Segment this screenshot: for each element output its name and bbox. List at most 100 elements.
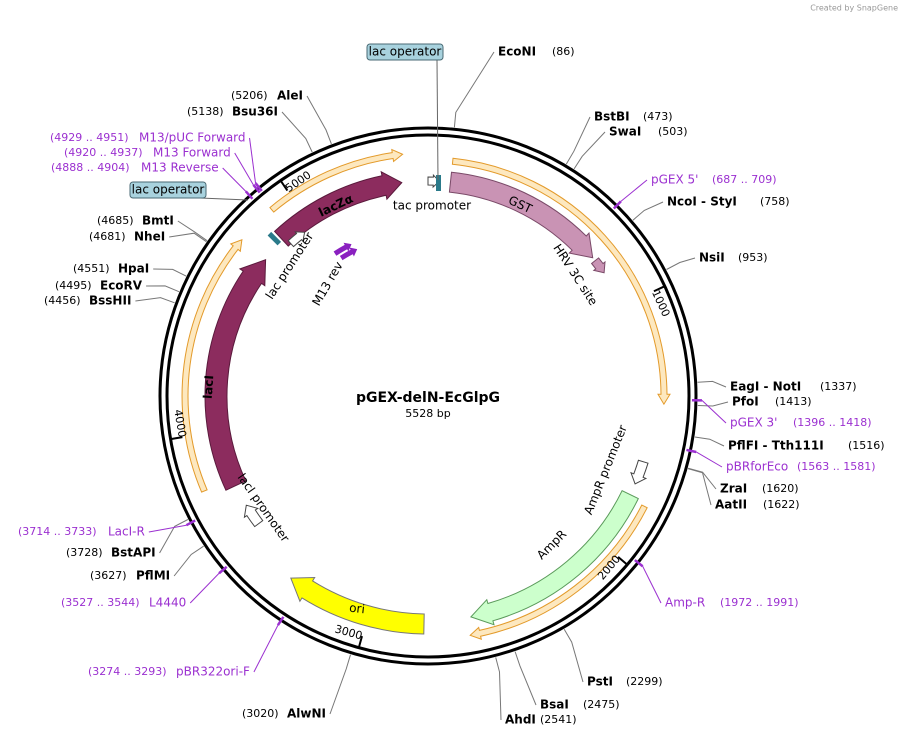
- site-position: (3728): [66, 546, 103, 559]
- primer-mark: [218, 565, 228, 575]
- site-name: NheI: [134, 230, 165, 244]
- leader-line: [148, 524, 187, 533]
- site-position: (5206): [231, 89, 268, 102]
- site-name: ZraI: [720, 482, 747, 496]
- plasmid-size: 5528 bp: [405, 407, 450, 420]
- site-name: PflMI: [136, 569, 170, 583]
- leader-line: [632, 201, 664, 221]
- orf-arc: [181, 239, 243, 493]
- leader-line: [436, 59, 439, 181]
- primer-range: (4929 .. 4951): [50, 131, 129, 144]
- site-position: (1337): [820, 380, 857, 393]
- operator-box: [366, 43, 444, 61]
- site-name: Bsu36I: [232, 105, 278, 119]
- site-position: (1413): [775, 395, 812, 408]
- site-position: (953): [738, 251, 768, 264]
- feature-arrow: [204, 258, 267, 491]
- site-position: (4685): [97, 214, 134, 227]
- site-name: AhdI: [505, 713, 536, 727]
- leader-line: [159, 519, 189, 554]
- primer-range: (1563 .. 1581): [797, 460, 876, 473]
- leader-line: [565, 116, 591, 165]
- primer-mark: [276, 616, 285, 626]
- leader-line: [697, 401, 729, 407]
- leader-line: [701, 399, 727, 424]
- primer-range: (1396 .. 1418): [793, 416, 872, 429]
- site-position: (5138): [187, 105, 224, 118]
- primer-name: pGEX 3': [730, 416, 777, 430]
- primer-mark: [686, 448, 697, 454]
- site-position: (473): [643, 110, 673, 123]
- feature-arrow: [273, 170, 403, 247]
- site-position: (503): [658, 125, 688, 138]
- operator-label: lac operator: [369, 45, 442, 59]
- ruler-tick: [617, 556, 628, 566]
- leader-line: [199, 197, 249, 201]
- site-name: EcoRV: [100, 279, 143, 293]
- site-name: AleI: [277, 89, 303, 103]
- leader-line: [687, 468, 712, 506]
- promoter-arrow: [630, 459, 649, 485]
- primer-mark: [612, 200, 622, 210]
- primer-name: Amp-R: [665, 596, 705, 610]
- site-position: (2541): [540, 713, 577, 726]
- leader-line: [146, 285, 180, 293]
- ruler-label: 4000: [171, 409, 188, 439]
- primer-name: M13/pUC Forward: [139, 131, 246, 145]
- leader-line: [234, 152, 254, 186]
- leader-line: [514, 651, 537, 706]
- feature-arrow: [290, 576, 425, 635]
- leader-line: [135, 297, 175, 304]
- primer-mark: [252, 184, 261, 194]
- plasmid-name: pGEX-delN-EcGlpG: [356, 390, 500, 406]
- site-name: EcoNI: [498, 45, 536, 59]
- site-name: EagI - NotI: [730, 380, 801, 394]
- primer-name: M13 Forward: [153, 146, 231, 160]
- site-name: PfoI: [732, 395, 759, 409]
- leader-line: [329, 654, 351, 715]
- promoter-arrow: [243, 504, 264, 528]
- primer-range: (1972 .. 1991): [720, 596, 799, 609]
- site-name: NsiI: [699, 251, 725, 265]
- operator-label: lac operator: [132, 183, 205, 197]
- leader-line: [177, 220, 208, 242]
- site-position: (2475): [583, 698, 620, 711]
- leader-line: [281, 111, 313, 153]
- leader-line: [249, 137, 257, 184]
- operator-mark: [267, 231, 282, 246]
- leader-line: [688, 467, 717, 490]
- leader-line: [453, 51, 495, 128]
- feature-label: lacI promoter: [235, 471, 293, 545]
- primer-name: LacI-R: [108, 525, 145, 539]
- leader-line: [222, 167, 247, 192]
- ruler-tick: [357, 635, 363, 648]
- site-name: PflFI - Tth111I: [728, 439, 824, 453]
- site-position: (4495): [55, 279, 92, 292]
- site-position: (4551): [73, 262, 110, 275]
- site-name: NcoI - StyI: [667, 195, 737, 209]
- leader-line: [620, 179, 648, 202]
- site-name: BsaI: [540, 698, 569, 712]
- leader-line: [173, 545, 204, 577]
- site-position: (1620): [762, 482, 799, 495]
- primer-mark: [634, 559, 644, 568]
- primer-mark: [244, 190, 254, 200]
- primer-range: (3527 .. 3544): [61, 596, 140, 609]
- ruler-tick: [170, 436, 183, 441]
- site-position: (758): [760, 195, 790, 208]
- primer-range: (3714 .. 3733): [18, 525, 97, 538]
- primer-name: M13 Reverse: [141, 161, 219, 175]
- site-position: (2299): [626, 675, 663, 688]
- site-position: (86): [552, 45, 575, 58]
- inner-strand: [165, 133, 691, 659]
- orf-arc: [469, 504, 648, 640]
- operator-box: [129, 181, 207, 199]
- primer-arrow: [339, 247, 358, 261]
- orf-arc: [269, 148, 404, 213]
- leader-line: [697, 380, 727, 388]
- primer-name: pGEX 5': [651, 173, 698, 187]
- leader-line: [694, 436, 725, 447]
- site-position: (3627): [90, 569, 127, 582]
- site-position: (4681): [89, 230, 126, 243]
- operator-mark: [436, 175, 441, 191]
